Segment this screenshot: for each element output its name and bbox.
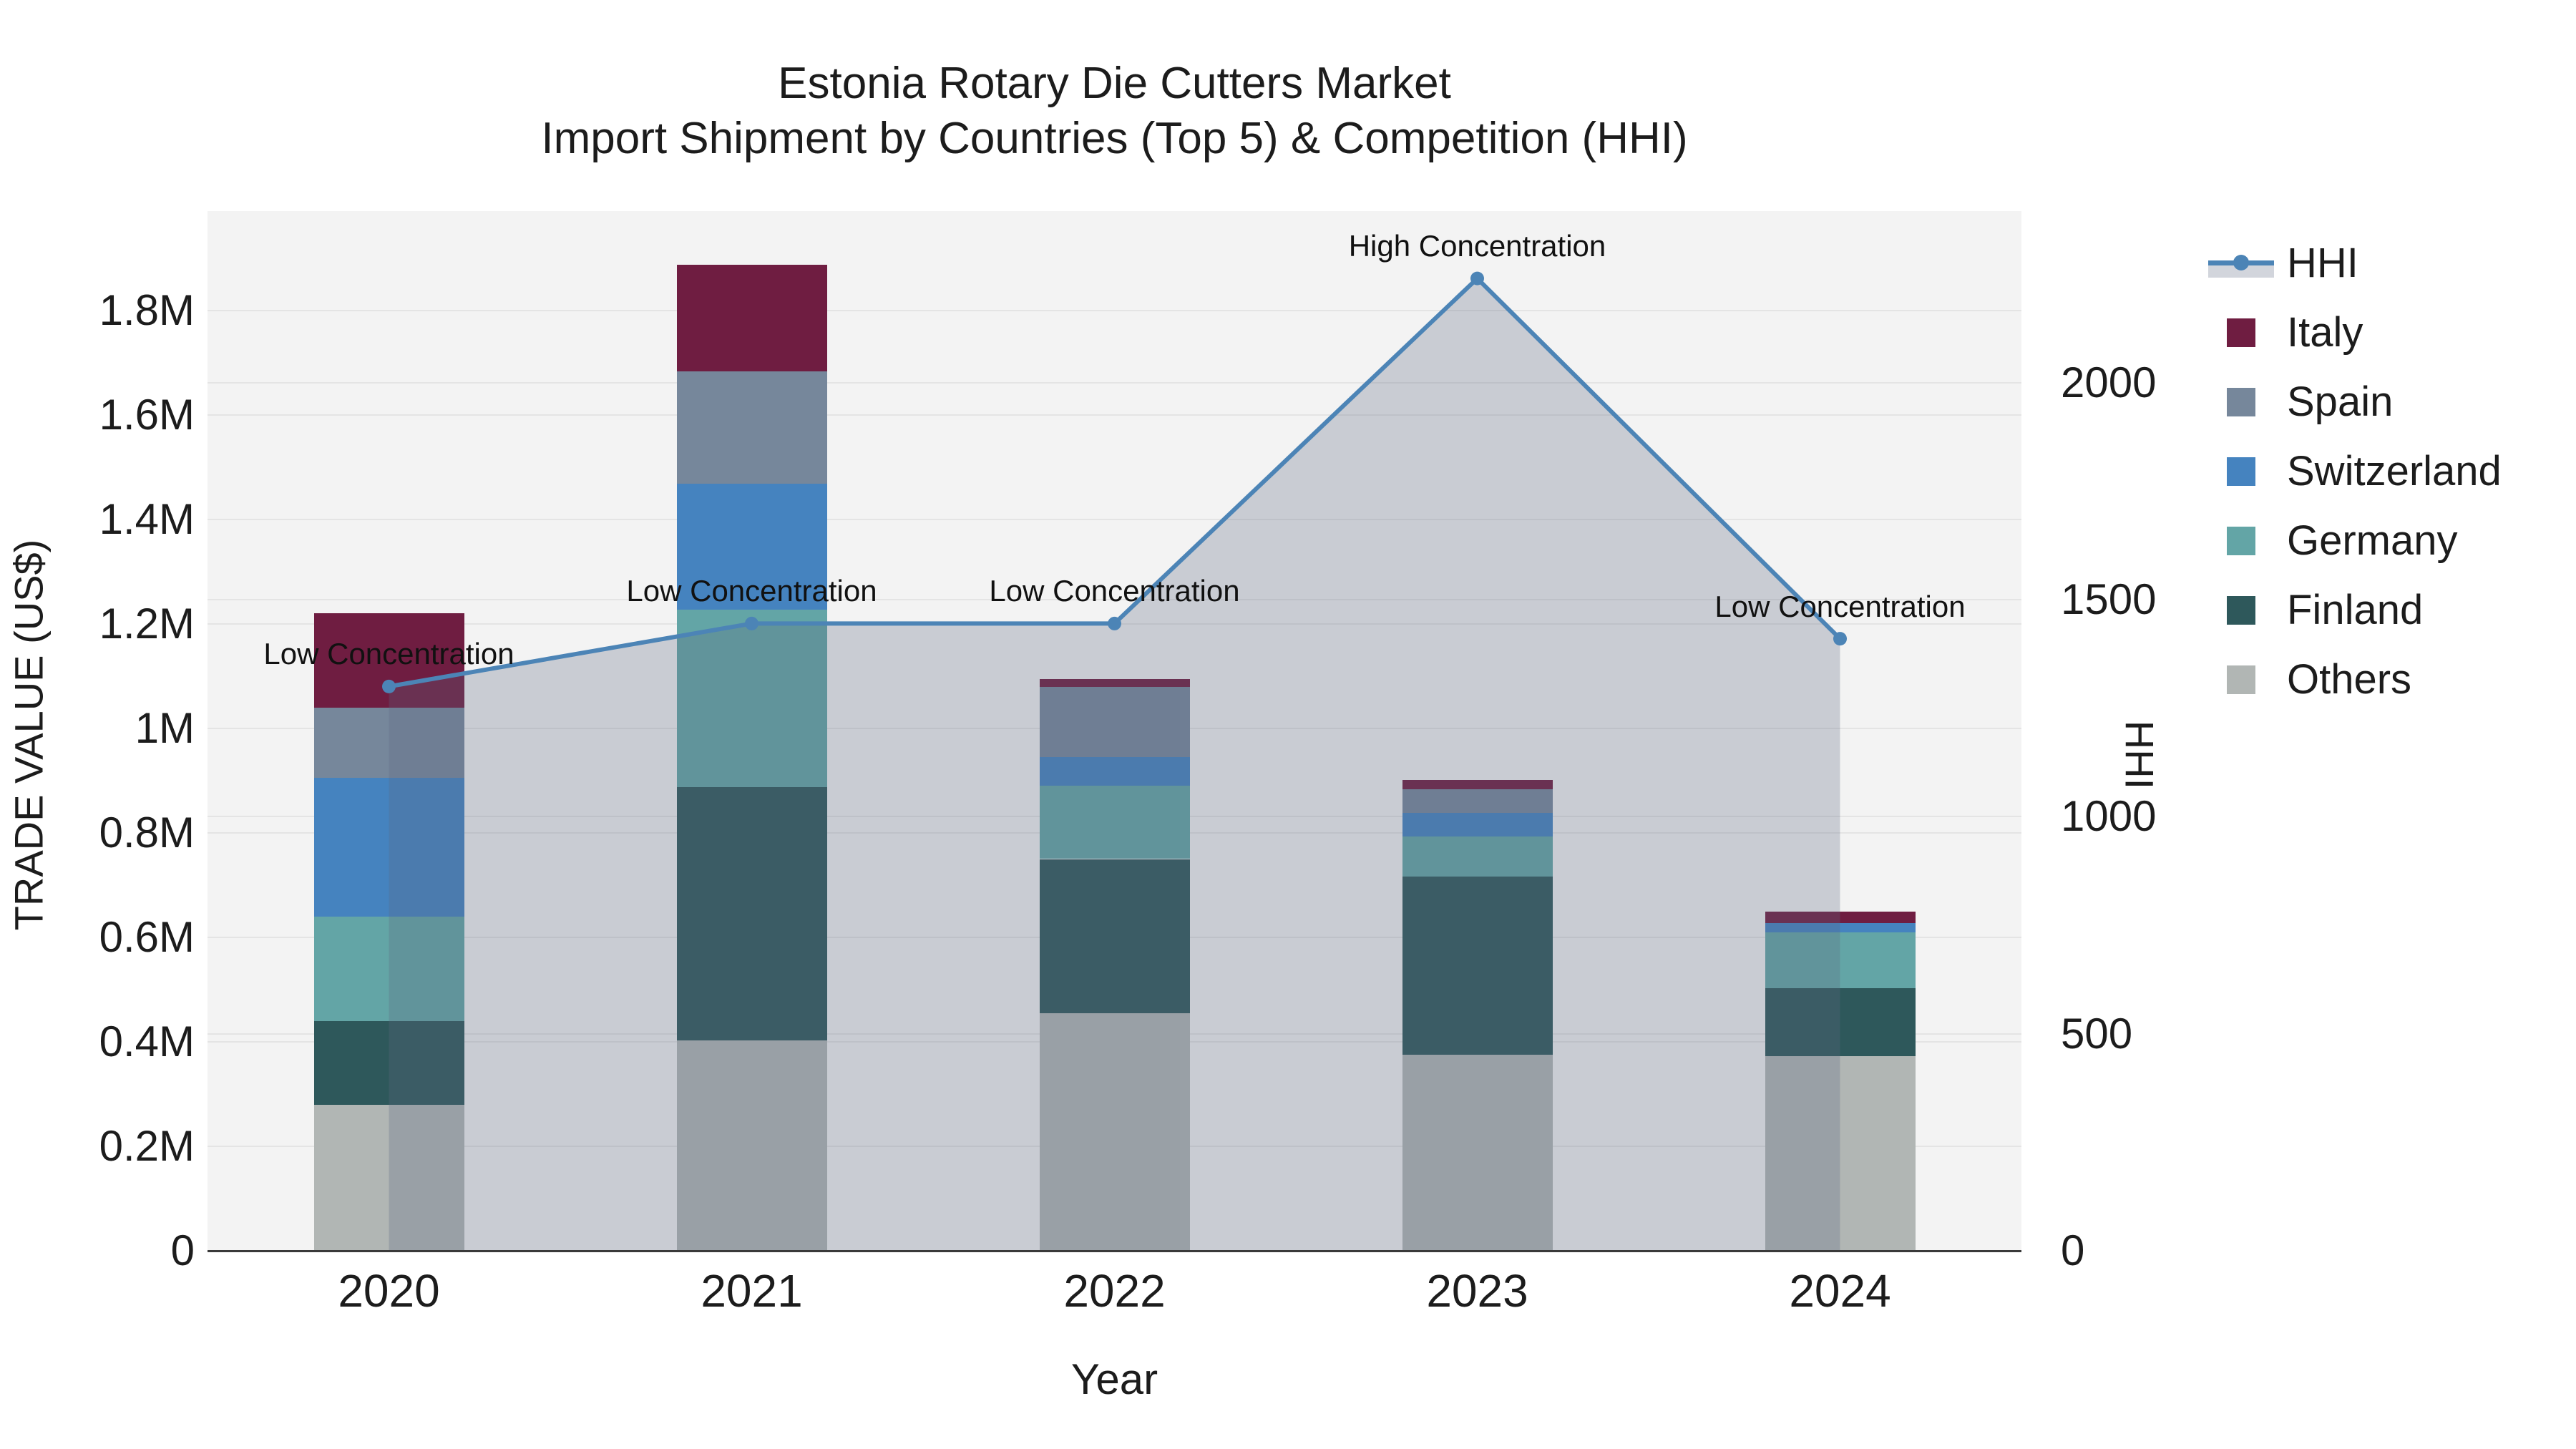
bar-segment-italy[interactable] [676, 264, 827, 372]
x-axis-line [208, 1250, 2021, 1252]
y-axis-title-left: TRADE VALUE (US$) [6, 539, 52, 931]
y-tick-label-right: 1000 [2061, 792, 2157, 841]
x-axis-title: Year [1070, 1355, 1158, 1403]
bar-segment-spain[interactable] [676, 371, 827, 484]
legend-swatch-finland[interactable] [2227, 596, 2255, 625]
y-tick-label-left: 1M [135, 704, 195, 752]
gridline-left [208, 414, 2021, 416]
y-tick-label-left: 0.2M [99, 1122, 195, 1170]
bar-segment-others[interactable] [1039, 1013, 1190, 1251]
legend-label-others[interactable]: Others [2287, 656, 2412, 703]
bar-segment-italy[interactable] [1765, 911, 1916, 923]
x-tick-label: 2023 [1426, 1265, 1528, 1317]
bar-segment-switzerland[interactable] [1402, 813, 1553, 837]
x-tick-label: 2024 [1789, 1265, 1891, 1317]
legend-swatch-others[interactable] [2227, 665, 2255, 694]
legend-swatch-switzerland[interactable] [2227, 457, 2255, 486]
bar-segment-others[interactable] [1765, 1055, 1916, 1251]
legend-label-spain[interactable]: Spain [2287, 379, 2394, 425]
bar-segment-finland[interactable] [1402, 876, 1553, 1055]
legend-label-hhi[interactable]: HHI [2287, 240, 2358, 286]
legend-hhi-sample[interactable] [2208, 243, 2274, 283]
bar-segment-switzerland[interactable] [313, 778, 464, 917]
bar-segment-finland[interactable] [1039, 859, 1190, 1013]
y-tick-label-left: 0.6M [99, 913, 195, 961]
gridline-left [208, 519, 2021, 520]
bar-segment-italy[interactable] [1402, 780, 1553, 790]
bar-segment-others[interactable] [676, 1040, 827, 1251]
bar-segment-germany[interactable] [676, 609, 827, 787]
bar-segment-spain[interactable] [1402, 789, 1553, 814]
y-tick-label-right: 500 [2061, 1009, 2133, 1058]
bar-segment-switzerland[interactable] [1765, 922, 1916, 932]
bar-segment-germany[interactable] [1402, 836, 1553, 877]
legend-label-switzerland[interactable]: Switzerland [2287, 448, 2502, 494]
annotation: Low Concentration [263, 637, 514, 671]
bar-segment-finland[interactable] [676, 786, 827, 1040]
legend-label-italy[interactable]: Italy [2287, 309, 2363, 356]
bar-segment-finland[interactable] [313, 1020, 464, 1105]
bar-segment-spain[interactable] [313, 707, 464, 779]
legend-swatch-italy[interactable] [2227, 318, 2255, 347]
y-tick-label-right: 0 [2061, 1226, 2085, 1274]
annotation: Low Concentration [626, 574, 877, 608]
y-tick-label-left: 1.4M [99, 495, 195, 543]
y-tick-label-left: 1.6M [99, 391, 195, 439]
y-tick-label-right: 2000 [2061, 358, 2157, 406]
legend-label-germany[interactable]: Germany [2287, 517, 2458, 564]
x-tick-label: 2022 [1063, 1265, 1166, 1317]
y-tick-label-left: 0 [170, 1226, 195, 1274]
bar-segment-switzerland[interactable] [1039, 757, 1190, 786]
annotation: Low Concentration [1714, 589, 1966, 623]
bar-segment-spain[interactable] [1039, 686, 1190, 758]
bar-segment-others[interactable] [1402, 1055, 1553, 1251]
bar-segment-finland[interactable] [1765, 987, 1916, 1056]
chart-title-line2: Import Shipment by Countries (Top 5) & C… [541, 114, 1688, 163]
y-tick-label-left: 0.4M [99, 1018, 195, 1065]
y-tick-label-left: 1.2M [99, 600, 195, 648]
bar-segment-germany[interactable] [1765, 932, 1916, 988]
legend-swatch-spain[interactable] [2227, 388, 2255, 416]
legend-label-finland[interactable]: Finland [2287, 587, 2424, 633]
annotation: High Concentration [1348, 229, 1606, 263]
y-axis-title-right: HHI [2117, 720, 2162, 790]
y-tick-label-right: 1500 [2061, 575, 2157, 624]
bar-segment-others[interactable] [313, 1104, 464, 1251]
y-tick-label-left: 0.8M [99, 809, 195, 857]
x-tick-label: 2020 [338, 1265, 440, 1317]
x-tick-label: 2021 [701, 1265, 803, 1317]
legend-hhi-marker-dot [2233, 255, 2249, 270]
y-tick-label-left: 1.8M [99, 286, 195, 334]
gridline-left [208, 310, 2021, 311]
bar-segment-germany[interactable] [313, 916, 464, 1021]
annotation: Low Concentration [989, 574, 1240, 608]
chart-title-line1: Estonia Rotary Die Cutters Market [778, 59, 1451, 108]
gridline-right [208, 381, 2021, 384]
bar-segment-germany[interactable] [1039, 786, 1190, 859]
legend-swatch-germany[interactable] [2227, 527, 2255, 555]
bar-segment-italy[interactable] [1039, 678, 1190, 687]
